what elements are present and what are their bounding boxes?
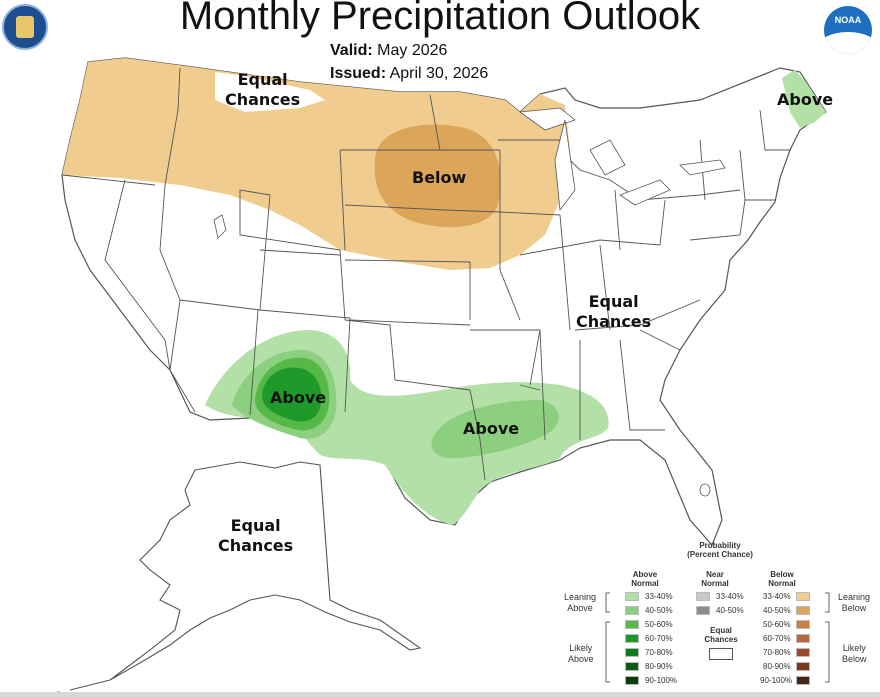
swatch-below-90-100 [796,676,810,685]
eagle-icon [16,16,34,38]
swatch-near-33-40 [696,592,710,601]
legend-equal-chances-line1: Equal [710,626,732,635]
label-above-gulf: Above [463,419,520,438]
label-ec-alaska-line1: Equal [230,516,281,535]
legend-near-head-line2: Normal [701,579,729,588]
swatch-above-80-90 [625,662,639,671]
issued-line: Issued: April 30, 2026 [330,65,488,83]
legend-title-line2: (Percent Chance) [687,550,753,559]
valid-label: Valid: [330,42,373,59]
legend-above-head: Above Normal [625,570,665,588]
legend-above-range: 40-50% [645,606,673,615]
legend-above-range: 60-70% [645,634,673,643]
swatch-above-50-60 [625,620,639,629]
legend-leaning-below-line2: Below [841,603,867,613]
label-ec-northwest-line2: Chances [225,90,301,109]
great-salt-lake [213,214,227,239]
swatch-below-40-50 [796,606,810,615]
valid-line: Valid: May 2026 [330,42,447,60]
legend-below-range: 50-60% [763,620,791,629]
legend-likely-below-line2: Below [842,654,867,664]
legend-above-head-line2: Normal [631,579,659,588]
legend-likely-above-line1: Likely [569,643,593,653]
legend-below-range: 80-90% [763,662,791,671]
page-title: Monthly Precipitation Outlook [179,0,701,38]
legend-likely-above-line2: Above [568,654,594,664]
valid-value: May 2026 [377,42,448,59]
noaa-wave-icon [824,32,872,54]
swatch-equal-chances [709,648,733,660]
swatch-above-40-50 [625,606,639,615]
swatch-below-33-40 [796,592,810,601]
legend-above-range: 33-40% [645,592,673,601]
alaska-outline [109,461,422,681]
label-below: Below [412,168,467,187]
legend-below-range: 33-40% [763,592,791,601]
above-40-50-area-gulf [431,400,559,459]
swatch-above-60-70 [625,634,639,643]
ec-northwest-notch [215,72,325,112]
legend-below-head-line2: Normal [768,579,796,588]
swatch-below-70-80 [796,648,810,657]
swatch-above-70-80 [625,648,639,657]
label-above-northeast: Above [777,90,834,109]
label-ec-alaska-line2: Chances [218,536,294,555]
swatch-below-50-60 [796,620,810,629]
legend-below-range: 70-80% [763,648,791,657]
legend-equal-chances: Equal Chances [698,626,744,644]
above-northeast-area [782,70,826,128]
legend-above-head-line1: Above [632,570,658,579]
legend-likely-below: Likely Below [842,643,867,665]
legend-near-range: 40-50% [716,606,744,615]
legend-below-range: 90-100% [760,676,793,685]
legend-below-range: 60-70% [763,634,791,643]
lake-okeechobee [699,483,711,497]
label-ec-northwest-line1: Equal [237,70,288,89]
legend-likely-below-line1: Likely [842,643,866,653]
noaa-logo: NOAA [824,6,872,54]
legend-above-range: 50-60% [645,620,673,629]
swatch-above-33-40 [625,592,639,601]
label-ec-northwest: Equal Chances [225,70,300,110]
legend-equal-chances-line2: Chances [704,635,738,644]
legend-below-range: 40-50% [763,606,791,615]
label-ec-east: Equal Chances [576,292,651,332]
label-ec-east-line2: Chances [576,312,652,331]
legend-leaning-above-line1: Leaning [564,592,597,602]
legend-leaning-above-line2: Above [567,603,593,613]
legend-above-range: 80-90% [645,662,673,671]
legend-likely-above: Likely Above [568,643,594,665]
above-60-70-area [262,367,322,422]
noaa-logo-text: NOAA [834,15,862,25]
legend-below-head: Below Normal [762,570,802,588]
legend-near-range: 33-40% [716,592,744,601]
legend-title: Probability (Percent Chance) [660,541,780,559]
state-boundaries [61,67,790,481]
legend-title-line1: Probability [699,541,741,550]
legend-below-head-line1: Below [770,570,794,579]
great-lakes [518,107,726,212]
legend-near-head-line1: Near [706,570,724,579]
issued-label: Issued: [330,65,387,82]
legend-brackets [605,592,830,683]
legend-above-range: 90-100% [645,676,678,685]
legend-above-range: 70-80% [645,648,673,657]
label-above-southwest: Above [270,388,327,407]
legend-leaning-below-line1: Leaning [838,592,871,602]
swatch-below-60-70 [796,634,810,643]
swatch-above-90-100 [625,676,639,685]
legend-leaning-below: Leaning Below [838,592,870,614]
bottom-divider [0,692,880,697]
doc-seal-logo [2,4,48,50]
swatch-near-40-50 [696,606,710,615]
legend-leaning-above: Leaning Above [564,592,596,614]
legend-near-head: Near Normal [695,570,735,588]
label-ec-east-line1: Equal [588,292,639,311]
label-ec-alaska: Equal Chances [218,516,293,556]
swatch-below-80-90 [796,662,810,671]
issued-value: April 30, 2026 [389,65,489,82]
